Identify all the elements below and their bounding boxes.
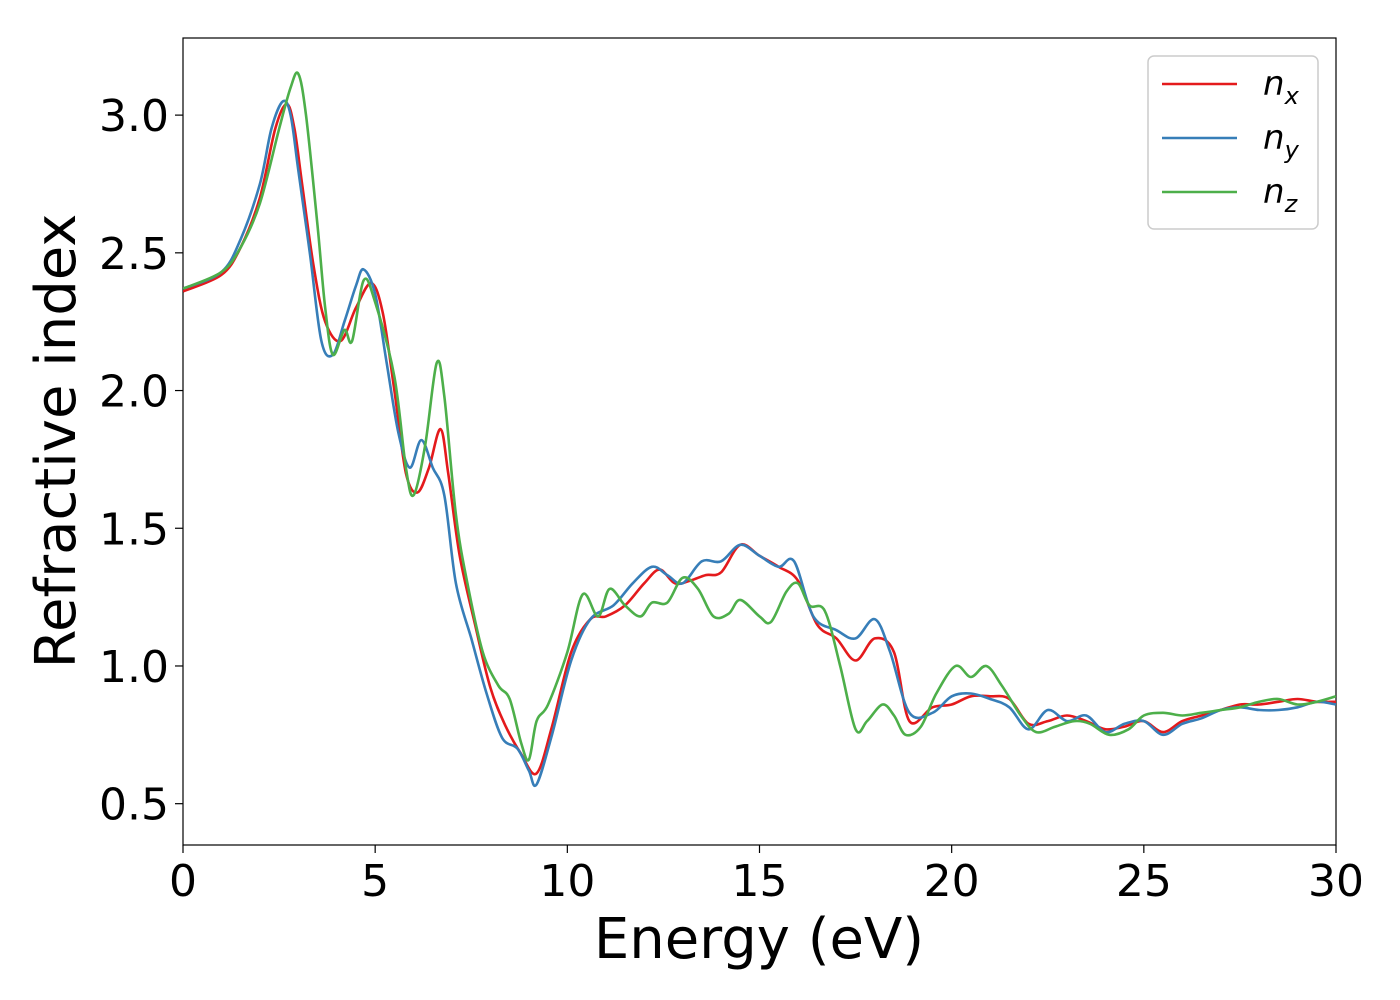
y-tick-label: 2.0 bbox=[99, 367, 169, 418]
series-line-n-z bbox=[183, 71, 1336, 762]
legend-box bbox=[1147, 55, 1319, 230]
legend-label: n bbox=[1263, 118, 1285, 158]
x-tick-label: 25 bbox=[1116, 856, 1172, 907]
x-tick-label: 30 bbox=[1308, 856, 1364, 907]
legend-label: n bbox=[1263, 64, 1285, 104]
legend-subscript: x bbox=[1284, 82, 1300, 110]
y-tick-label: 1.5 bbox=[99, 504, 169, 555]
y-axis-label: Refractive index bbox=[24, 214, 89, 669]
legend-label: n bbox=[1263, 172, 1285, 212]
series-layer bbox=[183, 71, 1336, 788]
legend-entry: nx bbox=[1263, 64, 1300, 110]
x-axis-label: Energy (eV) bbox=[594, 907, 924, 972]
x-tick-label: 10 bbox=[539, 856, 595, 907]
y-tick-label: 3.0 bbox=[99, 91, 169, 142]
x-tick-label: 20 bbox=[924, 856, 980, 907]
x-axis-ticks: 0 5 10 15 20 25 30 bbox=[169, 845, 1364, 907]
y-tick-label: 0.5 bbox=[99, 780, 169, 831]
series-line-n-y bbox=[183, 99, 1336, 788]
x-tick-label: 0 bbox=[169, 856, 197, 907]
legend-subscript: y bbox=[1284, 136, 1300, 164]
legend-entry: ny bbox=[1263, 118, 1300, 164]
y-tick-label: 1.0 bbox=[99, 642, 169, 693]
x-tick-label: 15 bbox=[732, 856, 788, 907]
legend-subscript: z bbox=[1284, 190, 1299, 218]
y-tick-label: 2.5 bbox=[99, 229, 169, 280]
y-axis-ticks: 0.5 1.0 1.5 2.0 2.5 3.0 bbox=[99, 91, 183, 831]
x-tick-label: 5 bbox=[361, 856, 389, 907]
legend-entry: nz bbox=[1263, 172, 1299, 218]
